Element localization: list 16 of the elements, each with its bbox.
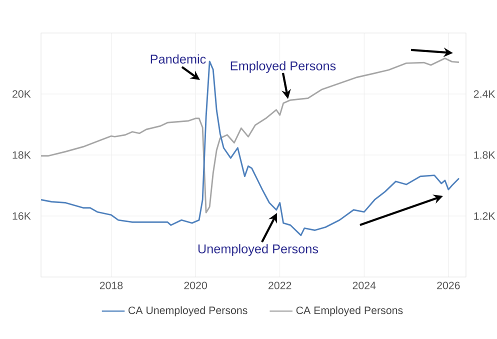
y-tick-label: 16K <box>12 212 31 220</box>
legend-label: CA Employed Persons <box>296 306 403 316</box>
x-tick-label: 2024 <box>352 282 376 290</box>
y2-tick-label: 2.4K <box>474 90 496 98</box>
annotation: Pandemic <box>150 54 206 64</box>
y2-tick-label: 1.8K <box>474 151 496 159</box>
x-tick-label: 2018 <box>100 282 123 290</box>
y2-tick-label: 1.2K <box>474 212 496 220</box>
y-tick-label: 20K <box>12 90 31 98</box>
x-tick-label: 2026 <box>437 282 460 290</box>
annotation: Unemployed Persons <box>198 244 318 256</box>
x-tick-label: 2022 <box>268 282 292 290</box>
legend-label: CA Unemployed Persons <box>128 306 248 316</box>
annotation: Employed Persons <box>230 61 336 73</box>
y-tick-label: 18K <box>12 151 31 159</box>
x-tick-label: 2020 <box>184 282 207 290</box>
